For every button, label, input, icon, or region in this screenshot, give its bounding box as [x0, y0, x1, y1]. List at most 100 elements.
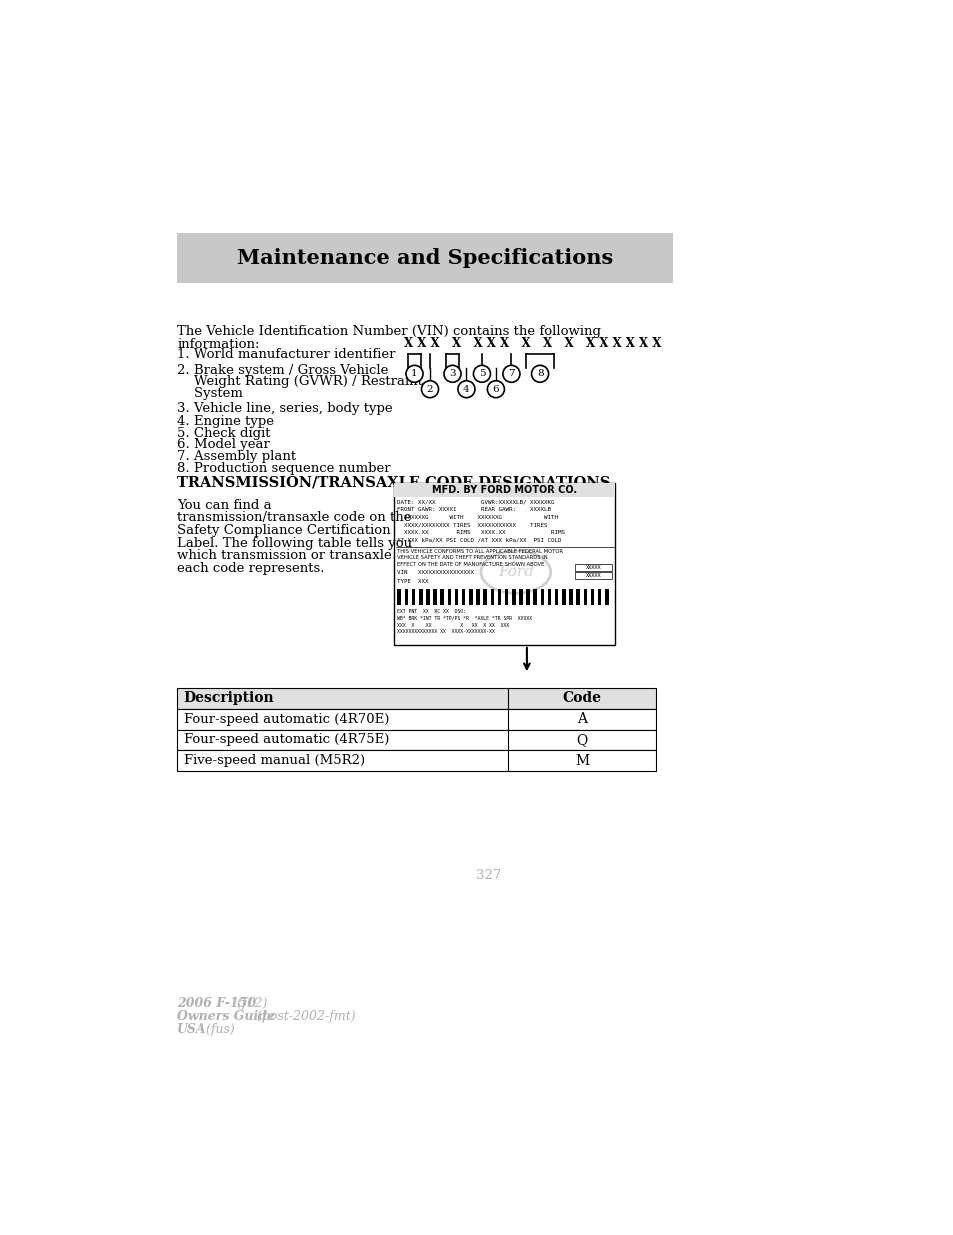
Text: Label. The following table tells you: Label. The following table tells you — [177, 537, 412, 550]
Text: 1: 1 — [411, 369, 417, 378]
Text: 7. Assembly plant: 7. Assembly plant — [177, 450, 296, 463]
Bar — [397, 589, 400, 605]
Text: Description: Description — [183, 692, 274, 705]
Bar — [461, 589, 465, 605]
Bar — [518, 589, 522, 605]
Bar — [604, 589, 608, 605]
Text: System: System — [177, 387, 243, 400]
Text: USA: USA — [177, 1023, 207, 1036]
Text: transmission/transaxle code on the: transmission/transaxle code on the — [177, 511, 412, 524]
Text: 6. Model year: 6. Model year — [177, 438, 270, 452]
Bar — [469, 589, 472, 605]
Text: TYPE  XXX: TYPE XXX — [397, 579, 429, 584]
Bar — [512, 589, 515, 605]
Text: Five-speed manual (M5R2): Five-speed manual (M5R2) — [183, 755, 364, 767]
Circle shape — [531, 366, 548, 383]
Circle shape — [473, 366, 490, 383]
Text: TRANSMISSION/TRANSAXLE CODE DESIGNATIONS: TRANSMISSION/TRANSAXLE CODE DESIGNATIONS — [177, 475, 610, 489]
Text: (f12): (f12) — [233, 997, 267, 1010]
Bar — [526, 589, 529, 605]
Text: (post-2002-fmt): (post-2002-fmt) — [253, 1010, 355, 1023]
Text: information:: information: — [177, 337, 259, 351]
Text: EXT PNT  XX  RC XX  DSO:: EXT PNT XX RC XX DSO: — [397, 609, 466, 614]
Text: 327: 327 — [476, 869, 501, 882]
Text: 7: 7 — [508, 369, 515, 378]
Text: Four-speed automatic (4R75E): Four-speed automatic (4R75E) — [183, 734, 389, 746]
Bar — [490, 589, 494, 605]
FancyBboxPatch shape — [394, 483, 615, 645]
Bar — [583, 589, 586, 605]
Text: Four-speed automatic (4R70E): Four-speed automatic (4R70E) — [183, 713, 389, 726]
Text: Code: Code — [562, 692, 601, 705]
Text: XXXXX: XXXXX — [585, 564, 600, 571]
Bar — [418, 589, 422, 605]
Text: 3. Vehicle line, series, body type: 3. Vehicle line, series, body type — [177, 403, 393, 415]
FancyBboxPatch shape — [394, 483, 615, 496]
Bar — [412, 589, 415, 605]
Text: FRONT GAWR: XXXXI       REAR GAWR:    XXXXLB: FRONT GAWR: XXXXI REAR GAWR: XXXXLB — [397, 508, 551, 513]
Text: 8: 8 — [537, 369, 543, 378]
Text: DATE: XX/XX             GVWR:XXXXXLB/ XXXXXKG: DATE: XX/XX GVWR:XXXXXLB/ XXXXXKG — [397, 499, 555, 504]
Text: each code represents.: each code represents. — [177, 562, 325, 576]
Bar — [533, 589, 537, 605]
Bar — [497, 589, 500, 605]
Text: XXX  X    XX          X   XX  X XX  XXX: XXX X XX X XX X XX XXX — [397, 622, 509, 627]
Text: Weight Rating (GVWR) / Restraint: Weight Rating (GVWR) / Restraint — [177, 375, 423, 388]
FancyBboxPatch shape — [177, 709, 656, 730]
Circle shape — [502, 366, 519, 383]
Bar — [433, 589, 436, 605]
Text: A: A — [577, 713, 587, 726]
Text: VIN   XXXXXXXXXXXXXXXX: VIN XXXXXXXXXXXXXXXX — [397, 571, 474, 576]
Text: 5. Check digit: 5. Check digit — [177, 427, 271, 440]
Circle shape — [406, 366, 422, 383]
Text: Ford: Ford — [497, 566, 534, 579]
Text: 6: 6 — [492, 385, 498, 394]
FancyBboxPatch shape — [575, 564, 612, 571]
Bar — [447, 589, 451, 605]
Bar — [540, 589, 543, 605]
Bar — [404, 589, 408, 605]
Text: AT XXX kPa/XX PSI COLD /AT XXX kPa/XX  PSI COLD: AT XXX kPa/XX PSI COLD /AT XXX kPa/XX PS… — [397, 537, 561, 543]
Text: You can find a: You can find a — [177, 499, 272, 511]
Text: The Vehicle Identification Number (VIN) contains the following: The Vehicle Identification Number (VIN) … — [177, 325, 600, 338]
Bar — [555, 589, 558, 605]
Text: 1. World manufacturer identifier: 1. World manufacturer identifier — [177, 348, 395, 362]
Text: 2. Brake system / Gross Vehicle: 2. Brake system / Gross Vehicle — [177, 364, 388, 377]
Circle shape — [487, 380, 504, 398]
FancyBboxPatch shape — [177, 730, 656, 751]
FancyBboxPatch shape — [177, 751, 656, 771]
FancyBboxPatch shape — [177, 688, 656, 709]
Bar — [547, 589, 551, 605]
Text: XXXX/XXXXXXXX TIRES  XXXXXXXXXXX    TIRES: XXXX/XXXXXXXX TIRES XXXXXXXXXXX TIRES — [397, 522, 547, 527]
Circle shape — [457, 380, 475, 398]
Text: which transmission or transaxle: which transmission or transaxle — [177, 550, 392, 562]
Bar — [483, 589, 486, 605]
Bar — [569, 589, 572, 605]
Bar — [576, 589, 579, 605]
Bar — [426, 589, 429, 605]
Text: X X X   X   X X X   X   X   X   X X X X X X: X X X X X X X X X X X X X X X X — [404, 337, 661, 350]
Text: 4: 4 — [462, 385, 469, 394]
FancyBboxPatch shape — [575, 573, 612, 579]
Text: Owners Guide: Owners Guide — [177, 1010, 275, 1023]
Text: 2006 F-150: 2006 F-150 — [177, 997, 256, 1010]
Text: XXXX.XX        RIMS   XXXX.XX             RIMS: XXXX.XX RIMS XXXX.XX RIMS — [397, 530, 565, 535]
Text: MFD. BY FORD MOTOR CO.: MFD. BY FORD MOTOR CO. — [432, 485, 577, 495]
FancyBboxPatch shape — [177, 233, 673, 283]
Text: 8. Production sequence number: 8. Production sequence number — [177, 462, 391, 474]
Bar — [504, 589, 508, 605]
Bar — [590, 589, 594, 605]
Bar — [476, 589, 479, 605]
Text: XXXXXXG      WITH    XXXXXXG            WITH: XXXXXXG WITH XXXXXXG WITH — [397, 515, 558, 520]
Text: Safety Compliance Certification: Safety Compliance Certification — [177, 524, 391, 537]
Bar — [440, 589, 443, 605]
Text: Maintenance and Specifications: Maintenance and Specifications — [237, 248, 613, 268]
Text: 4. Engine type: 4. Engine type — [177, 415, 274, 429]
Text: Q: Q — [576, 732, 587, 747]
Text: 3: 3 — [449, 369, 456, 378]
Text: M: M — [575, 753, 589, 768]
Circle shape — [443, 366, 460, 383]
Bar — [561, 589, 565, 605]
Text: (fus): (fus) — [202, 1023, 234, 1036]
Text: 2: 2 — [426, 385, 433, 394]
